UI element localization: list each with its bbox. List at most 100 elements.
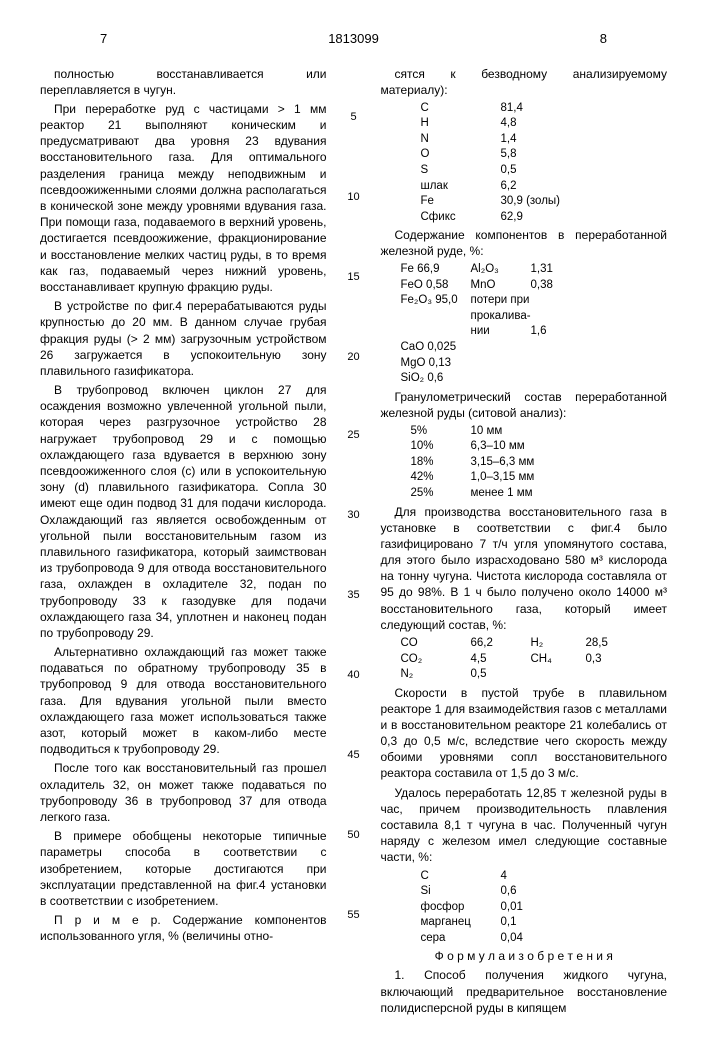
granulometry-table: 5%10 мм10%6,3–10 мм18%3,15–6,3 мм42%1,0–… [411, 424, 668, 502]
table-cell [531, 356, 586, 372]
line-num: 20 [345, 350, 363, 365]
formula-heading: Ф о р м у л а и з о б р е т е н и я [381, 948, 668, 964]
paragraph: полностью восстанавливается или переплав… [40, 66, 327, 98]
table-cell: 42% [411, 470, 471, 486]
table-cell: 1,6 [531, 324, 586, 340]
table-cell: Fe [421, 194, 501, 210]
table-cell: менее 1 мм [471, 486, 591, 502]
table-cell: Si [421, 884, 501, 900]
paragraph: Содержание компонентов в переработанной … [381, 227, 668, 259]
table-cell: потери при [471, 293, 531, 309]
table-cell: Fe₂O₃ 95,0 [401, 293, 471, 309]
two-column-layout: полностью восстанавливается или переплав… [40, 66, 667, 1019]
line-number-gutter: 5 10 15 20 25 30 35 40 45 50 55 [345, 66, 363, 1019]
line-num: 10 [345, 190, 363, 205]
table-cell: 25% [411, 486, 471, 502]
table-cell: Fe 66,9 [401, 262, 471, 278]
paragraph: Гранулометрический состав переработанной… [381, 389, 668, 421]
table-cell: 6,3–10 мм [471, 439, 591, 455]
line-num: 15 [345, 270, 363, 285]
table-cell: 4,5 [471, 652, 531, 668]
table-row: Fe 66,9Al₂O₃1,31 [401, 262, 668, 278]
paragraph: В трубопровод включен циклон 27 для осаж… [40, 382, 327, 641]
table-row: сера0,04 [421, 931, 668, 947]
table-cell: 10 мм [471, 424, 591, 440]
table-row: N₂0,5 [401, 667, 668, 683]
table-cell: нии [471, 324, 531, 340]
table-row: CO₂4,5CH₄0,3 [401, 652, 668, 668]
table-cell: CaO 0,025 [401, 340, 471, 356]
table-row: Cфикс62,9 [421, 210, 668, 226]
table-cell: 18% [411, 455, 471, 471]
table-cell: CH₄ [531, 652, 586, 668]
table-cell: 4,8 [501, 116, 581, 132]
table-cell [531, 667, 586, 683]
table-cell: 0,01 [501, 900, 581, 916]
paragraph: П р и м е р. Содержание компонентов испо… [40, 912, 327, 944]
table-cell: 0,6 [501, 884, 581, 900]
table-row: прокалива- [401, 309, 668, 325]
paragraph: 1. Способ получения жидкого чугуна, вклю… [381, 967, 668, 1016]
table-row: H4,8 [421, 116, 668, 132]
table-cell: 0,38 [531, 278, 586, 294]
paragraph: сятся к безводному анализируемому матери… [381, 66, 668, 98]
coal-composition-table: C81,4H4,8N1,4O5,8S0,5шлак6,2Fe30,9 (золы… [421, 101, 668, 225]
table-cell: N₂ [401, 667, 471, 683]
table-cell: 0,3 [586, 652, 636, 668]
table-cell: прокалива- [471, 309, 531, 325]
table-row: SiO₂ 0,6 [401, 371, 668, 387]
table-cell: 66,2 [471, 636, 531, 652]
table-cell: марганец [421, 915, 501, 931]
table-cell [471, 371, 531, 387]
table-cell: 3,15–6,3 мм [471, 455, 591, 471]
table-cell: сера [421, 931, 501, 947]
table-row: 25%менее 1 мм [411, 486, 668, 502]
page-num-left: 7 [100, 30, 107, 48]
table-cell: H₂ [531, 636, 586, 652]
page-num-right: 8 [600, 30, 607, 48]
table-cell [531, 371, 586, 387]
table-cell: C [421, 101, 501, 117]
table-row: фосфор0,01 [421, 900, 668, 916]
table-cell: MnO [471, 278, 531, 294]
table-row: марганец0,1 [421, 915, 668, 931]
paragraph: При переработке руд с частицами > 1 мм р… [40, 101, 327, 295]
table-row: FeO 0,58MnO0,38 [401, 278, 668, 294]
table-row: 18%3,15–6,3 мм [411, 455, 668, 471]
table-cell: 1,4 [501, 132, 581, 148]
table-cell [531, 340, 586, 356]
table-cell: 81,4 [501, 101, 581, 117]
table-cell: CO₂ [401, 652, 471, 668]
table-cell: H [421, 116, 501, 132]
line-num: 30 [345, 508, 363, 523]
paragraph: В примере обобщены некоторые типичные па… [40, 828, 327, 909]
table-cell: 0,5 [501, 163, 581, 179]
table-cell: Cфикс [421, 210, 501, 226]
table-row: нии1,6 [401, 324, 668, 340]
table-cell: 5% [411, 424, 471, 440]
patent-number: 1813099 [328, 30, 379, 48]
paragraph: Альтернативно охлаждающий газ может такж… [40, 644, 327, 757]
paragraph: Скорости в пустой трубе в плавильном реа… [381, 685, 668, 782]
table-cell [586, 667, 636, 683]
table-cell [531, 309, 586, 325]
table-row: шлак6,2 [421, 179, 668, 195]
table-cell: MgO 0,13 [401, 356, 471, 372]
table-cell: CO [401, 636, 471, 652]
table-row: N1,4 [421, 132, 668, 148]
line-num: 40 [345, 668, 363, 683]
line-num: 35 [345, 588, 363, 603]
table-cell: FeO 0,58 [401, 278, 471, 294]
table-cell: 62,9 [501, 210, 581, 226]
line-num: 45 [345, 748, 363, 763]
table-row: CO66,2H₂28,5 [401, 636, 668, 652]
paragraph: После того как восстановительный газ про… [40, 760, 327, 825]
paragraph: Для производства восстановительного газа… [381, 504, 668, 634]
paragraph: Удалось переработать 12,85 т железной ру… [381, 785, 668, 866]
table-cell: 0,04 [501, 931, 581, 947]
table-cell: Al₂O₃ [471, 262, 531, 278]
table-cell: 5,8 [501, 147, 581, 163]
table-cell [401, 309, 471, 325]
table-row: CaO 0,025 [401, 340, 668, 356]
table-cell: 1,0–3,15 мм [471, 470, 591, 486]
